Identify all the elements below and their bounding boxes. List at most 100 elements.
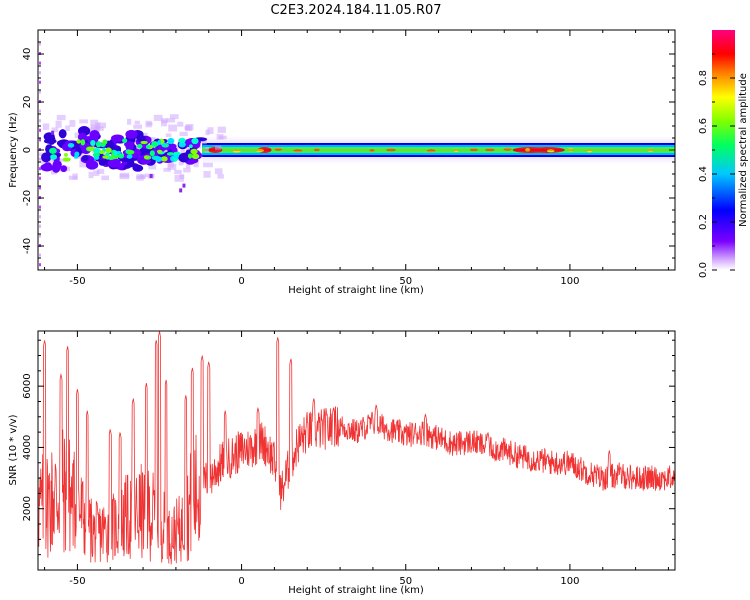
spectrogram-hotspot bbox=[67, 142, 75, 148]
spectrogram-haze bbox=[51, 127, 59, 133]
spectrogram-ytick-label: -20 bbox=[22, 190, 33, 206]
spectrogram-edge bbox=[39, 80, 41, 84]
spectrogram-haze bbox=[93, 170, 100, 176]
spectrogram-hotspot bbox=[95, 141, 102, 148]
spectrogram-dot bbox=[182, 183, 186, 188]
spectrogram-haze bbox=[162, 150, 167, 154]
spectrogram-haze bbox=[207, 127, 214, 135]
spectrogram-haze bbox=[79, 160, 87, 168]
spectrogram-axes: -50 0 50 100 -40 -20 0 20 40 bbox=[22, 29, 675, 287]
spectrogram-hotspot bbox=[126, 154, 133, 159]
spectrogram-haze bbox=[148, 137, 156, 141]
spectrogram-hotspot bbox=[93, 148, 101, 154]
spectrogram-spot bbox=[546, 149, 555, 153]
colorbar-gradient bbox=[712, 30, 735, 270]
colorbar-tick-label: 0.6 bbox=[698, 118, 709, 134]
spectrogram-xtick-label: 0 bbox=[238, 276, 244, 287]
spectrogram-haze bbox=[148, 164, 157, 170]
spectrogram-hotspot bbox=[80, 139, 86, 146]
snr-xtick-label: 50 bbox=[399, 576, 412, 587]
spectrogram-haze bbox=[174, 169, 182, 174]
spectrogram-spot bbox=[426, 149, 436, 153]
snr-frame bbox=[37, 330, 676, 571]
spectrogram-hotspot bbox=[90, 139, 96, 147]
spectrogram-ytick-label: 20 bbox=[22, 96, 33, 109]
spectrogram-xtick-label: 50 bbox=[399, 276, 412, 287]
spectrogram-hotspot bbox=[188, 144, 193, 149]
spectrogram-hotspot bbox=[146, 144, 151, 149]
spectrogram-edge bbox=[39, 90, 41, 94]
spectrogram-blob bbox=[125, 141, 134, 151]
snr-ytick-label: 6000 bbox=[22, 373, 33, 398]
spectrogram-spot bbox=[453, 148, 459, 153]
spectrogram-blob bbox=[40, 163, 54, 172]
spectrogram-blob bbox=[88, 158, 96, 168]
spectrogram-haze bbox=[183, 167, 191, 173]
colorbar: 0.0 0.2 0.4 0.6 0.8 Normalized spectral ampl… bbox=[698, 30, 749, 278]
spectrogram-edge bbox=[39, 205, 41, 209]
spectrogram-dot bbox=[179, 188, 183, 193]
spectrogram-spot bbox=[369, 149, 375, 153]
spectrogram-hotspot bbox=[173, 151, 181, 156]
spectrogram-hotspot bbox=[166, 152, 175, 156]
spectrogram-ytick-label: -40 bbox=[22, 238, 33, 254]
spectrogram-hotspot bbox=[155, 156, 162, 163]
spectrogram-haze bbox=[65, 125, 70, 132]
spectrogram-haze bbox=[161, 118, 168, 124]
spectrogram-blob bbox=[60, 165, 68, 173]
spectrogram-blob bbox=[132, 164, 144, 172]
spectrogram-haze bbox=[68, 175, 78, 180]
snr-panel: -50 0 50 100 2000 4000 6000 Height of straight… bbox=[8, 330, 676, 596]
snr-ylabel: SNR (10 * v/v) bbox=[8, 414, 19, 485]
spectrogram-edge bbox=[39, 138, 41, 142]
spectrogram-haze bbox=[55, 120, 62, 128]
spectrogram-hotspot bbox=[92, 152, 100, 158]
spectrogram-haze bbox=[161, 120, 167, 127]
spectrogram-edge bbox=[39, 176, 41, 180]
spectrogram-haze bbox=[163, 167, 171, 172]
spectrogram-haze bbox=[94, 126, 104, 131]
spectrogram-spot bbox=[503, 147, 512, 151]
spectrogram-haze bbox=[90, 119, 99, 127]
spectrogram-haze bbox=[145, 120, 152, 128]
spectrogram-haze bbox=[217, 126, 226, 133]
spectrogram-haze bbox=[203, 170, 211, 178]
spectrogram-haze bbox=[177, 121, 184, 127]
spectrogram-plot-area bbox=[39, 42, 675, 267]
spectrogram-edge bbox=[39, 119, 41, 123]
figure-title: C2E3.2024.184.11.05.R07 bbox=[270, 3, 441, 18]
spectrogram-edge bbox=[39, 253, 41, 257]
spectrogram-blob bbox=[168, 143, 177, 149]
spectrogram-spot bbox=[293, 149, 303, 153]
spectrogram-hotspot bbox=[102, 155, 110, 159]
spectrogram-haze bbox=[119, 174, 130, 180]
spectrogram-hotspot bbox=[118, 153, 125, 159]
spectrogram-haze bbox=[203, 162, 213, 168]
spectrogram-haze bbox=[185, 164, 191, 169]
spectrogram-haze bbox=[186, 145, 193, 153]
spectrogram-hotspot bbox=[178, 141, 186, 148]
spectrogram-haze bbox=[139, 174, 146, 179]
spectrogram-blob bbox=[111, 134, 124, 142]
spectrogram-haze bbox=[214, 168, 223, 175]
spectrogram-hotspot bbox=[187, 153, 193, 159]
spectrogram-hotspot bbox=[113, 150, 118, 157]
spectrogram-hotspot bbox=[50, 154, 58, 160]
colorbar-tick-label: 0.4 bbox=[698, 166, 709, 182]
spectrogram-edge bbox=[39, 224, 41, 228]
snr-xtick-label: 0 bbox=[238, 576, 244, 587]
spectrogram-hotspot bbox=[122, 138, 128, 144]
spectrogram-hotspot bbox=[49, 147, 57, 154]
spectrogram-blob bbox=[58, 129, 67, 139]
spectrogram-haze bbox=[218, 135, 227, 140]
spectrogram-hotspot bbox=[62, 157, 71, 162]
spectrogram-haze bbox=[96, 168, 105, 174]
spectrogram-edge bbox=[39, 263, 41, 267]
spectrogram-hotspot bbox=[191, 137, 199, 145]
spectrogram-hotspot bbox=[140, 140, 148, 145]
spectrogram-haze bbox=[126, 118, 132, 125]
spectrogram-edge bbox=[39, 234, 41, 238]
spectrogram-xlabel: Height of straight line (km) bbox=[288, 285, 424, 296]
spectrogram-haze bbox=[153, 114, 163, 121]
spectrogram-haze bbox=[178, 162, 184, 166]
